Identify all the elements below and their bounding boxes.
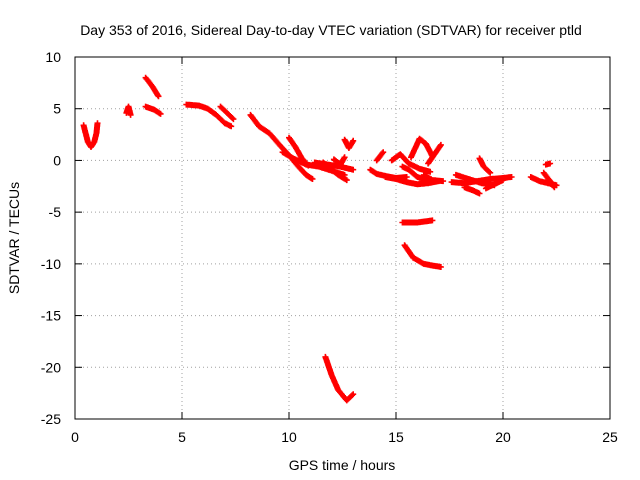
x-tick-label: 5 [178,429,186,445]
data-series [540,169,558,191]
data-series [388,151,434,175]
y-tick-label: -15 [41,308,61,324]
data-series [320,159,350,184]
data-point-trail [286,134,312,169]
data-series [425,141,444,167]
data-point-trail [482,177,506,192]
grid-lines [75,57,610,419]
data-point-trail [217,103,237,123]
y-tick-label: 5 [53,101,61,117]
data-series [399,217,436,226]
data-series [217,103,237,123]
data-series [401,242,444,270]
data-point-trail [373,149,387,164]
data-point-trail [399,217,436,226]
y-tick-label: -25 [41,411,61,427]
data-series [408,135,436,161]
x-tick-label: 10 [281,429,297,445]
data-series [322,353,357,404]
data-series [399,163,429,184]
data-series [476,155,494,176]
plot-frame [74,56,611,420]
x-axis-label: GPS time / hours [289,457,396,473]
x-tick-label: 0 [71,429,79,445]
data-series [461,184,483,197]
y-tick-label: 0 [53,152,61,168]
data-point-trail [80,120,101,150]
data-point-trail [425,141,444,167]
y-tick-label: -5 [49,204,62,220]
y-axis-label: SDTVAR / TECUs [6,182,22,294]
data-series [341,136,357,151]
data-series [80,120,101,150]
tick-labels: 0 5 10 15 20 25 10 5 0 -5 -10 -15 -20 -25 [41,49,618,445]
data-point-trail [542,160,554,168]
data-point-trail [399,163,429,184]
data-point-trail [408,135,436,161]
data-point-trail [540,169,558,191]
data-point-trail [341,136,357,151]
data-series [247,111,316,182]
axis-ticks [74,56,611,420]
x-tick-label: 20 [495,429,511,445]
data-point-trail [388,151,434,175]
data-series [123,103,134,118]
y-tick-label: -20 [41,359,61,375]
data-point-trail [401,242,444,270]
data-series [183,101,235,130]
data-series [373,149,387,164]
data-point-trail [461,184,483,197]
data-series [286,134,312,169]
data-point-trail [322,353,357,404]
data-series [542,160,554,168]
data-point-trail [142,74,162,100]
data-point-trail [476,155,494,176]
data-point-trail [142,103,164,117]
data-point-trail [330,154,348,168]
data-series [142,103,164,117]
chart-title: Day 353 of 2016, Sidereal Day-to-day VTE… [80,22,582,38]
data-point-trail [183,101,235,130]
data-points [80,74,560,404]
y-tick-label: -10 [41,256,61,272]
data-series [420,171,447,185]
data-point-trail [123,103,134,118]
data-series [482,177,506,192]
x-tick-label: 25 [602,429,618,445]
data-series [330,154,348,168]
y-tick-label: 10 [45,49,61,65]
data-point-trail [420,171,447,185]
data-series [142,74,162,100]
data-point-trail [320,159,350,184]
x-tick-label: 15 [388,429,404,445]
data-point-trail [247,111,316,182]
